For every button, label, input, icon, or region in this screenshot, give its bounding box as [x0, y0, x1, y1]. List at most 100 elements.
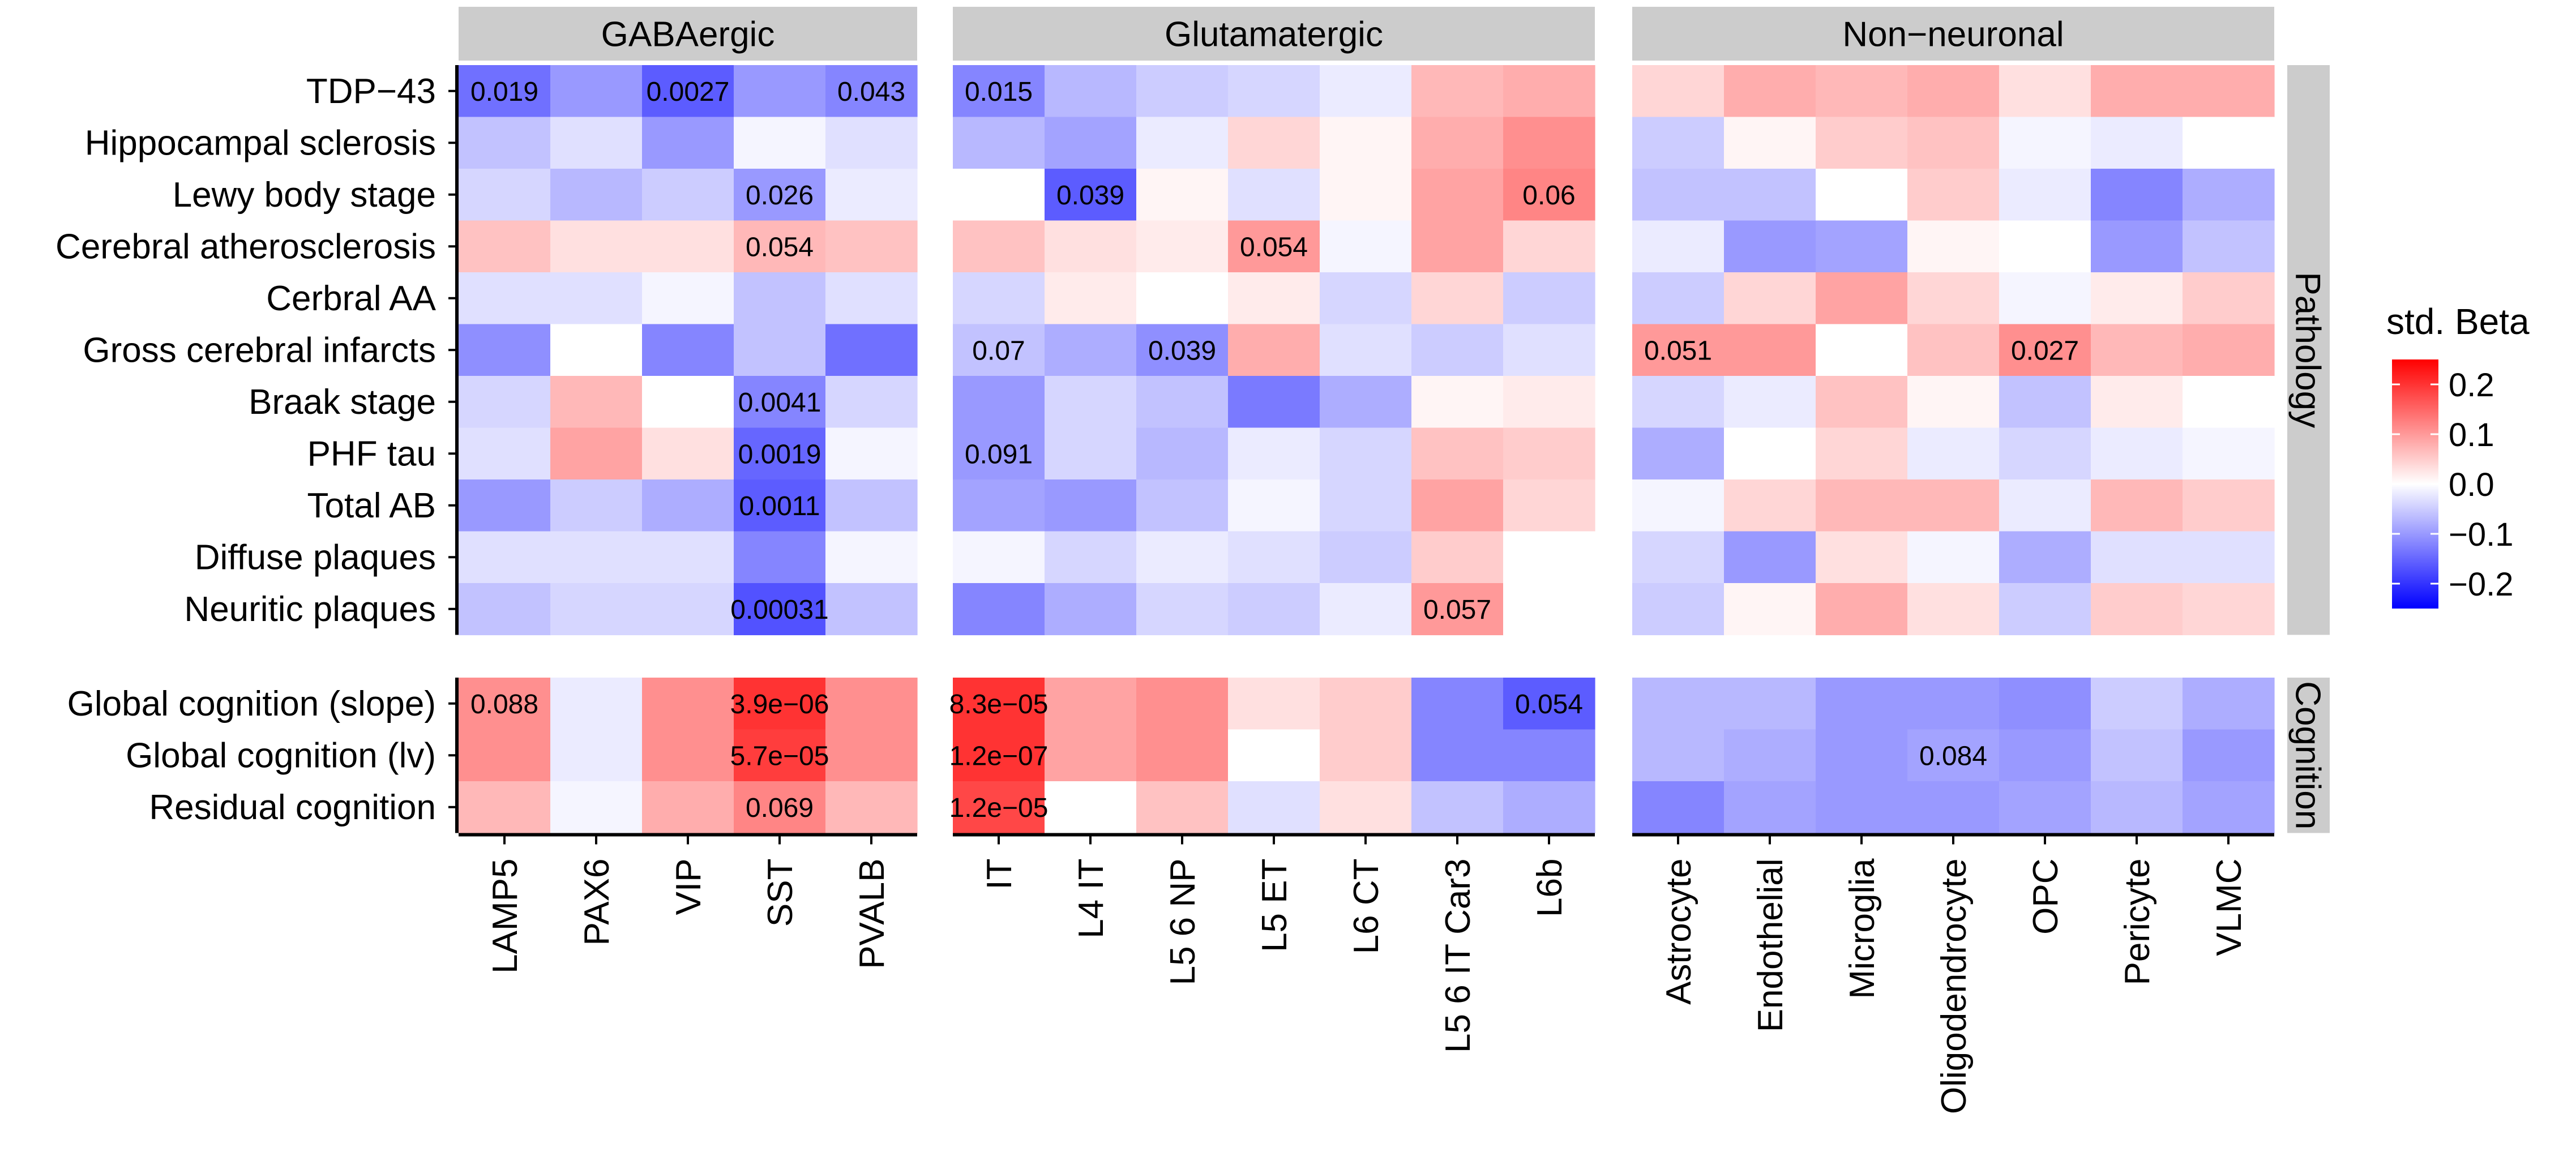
cell-global-cognition-lv-pericyte: [2091, 729, 2183, 782]
cell-braak-stage-astrocyte: [1632, 376, 1725, 429]
cell-tdp-43-astrocyte: [1632, 65, 1725, 118]
cell-total-ab-vip: [642, 479, 734, 532]
cell-cerebral-atherosclerosis-vip: [642, 220, 734, 273]
cell-braak-stage-oligodendrocyte: [1907, 376, 2000, 429]
cell-global-cognition-slope-opc: [1999, 678, 2091, 730]
cell-global-cognition-slope-l6-ct: [1320, 678, 1412, 730]
column-label-pvalb: PVALB: [853, 859, 892, 969]
cell-global-cognition-slope-vip: [642, 678, 734, 730]
legend-tick-label: −0.1: [2449, 516, 2514, 553]
heatmap-cells: [459, 65, 2275, 834]
cell-diffuse-plaques-pericyte: [2091, 531, 2183, 584]
row-label-tdp-43: TDP−43: [306, 72, 436, 111]
legend-tick-label: 0.1: [2449, 417, 2494, 453]
annotation-phf-tau-sst: 0.0019: [738, 439, 821, 469]
cell-diffuse-plaques-l4-it: [1045, 531, 1137, 584]
column-label-vip: VIP: [669, 859, 708, 915]
annotation-tdp-43-pvalb: 0.043: [837, 77, 905, 107]
cell-hippocampal-sclerosis-l5-6-np: [1136, 117, 1229, 169]
cell-cerbral-aa-opc: [1999, 272, 2091, 325]
annotation-tdp-43-it: 0.015: [965, 77, 1033, 107]
cell-diffuse-plaques-endothelial: [1724, 531, 1816, 584]
cell-tdp-43-pericyte: [2091, 65, 2183, 118]
cell-neuritic-plaques-pax6: [550, 583, 643, 636]
column-label-it: IT: [980, 859, 1019, 890]
cell-tdp-43-vip: [642, 65, 734, 118]
cell-hippocampal-sclerosis-pericyte: [2091, 117, 2183, 169]
legend-tick-label: −0.2: [2449, 566, 2514, 603]
cell-lewy-body-stage-opc: [1999, 169, 2091, 221]
cell-diffuse-plaques-l5-6-it-car3: [1411, 531, 1504, 584]
cell-global-cognition-slope-vlmc: [2183, 678, 2275, 730]
cell-neuritic-plaques-pvalb: [825, 583, 918, 636]
cell-tdp-43-microglia: [1816, 65, 1908, 118]
cell-phf-tau-microglia: [1816, 427, 1908, 480]
cell-cerbral-aa-l5-et: [1228, 272, 1320, 325]
cell-diffuse-plaques-vlmc: [2183, 531, 2275, 584]
annotation-global-cognition-lv-oligodendrocyte: 0.084: [1919, 741, 1987, 771]
cell-diffuse-plaques-it: [953, 531, 1045, 584]
cell-total-ab-pax6: [550, 479, 643, 532]
column-label-sst: SST: [761, 859, 800, 927]
row-label-neuritic-plaques: Neuritic plaques: [184, 590, 436, 629]
annotation-global-cognition-lv-it: 1.2e−07: [949, 741, 1049, 771]
cell-total-ab-it: [953, 479, 1045, 532]
cell-total-ab-l5-6-it-car3: [1411, 479, 1504, 532]
cell-total-ab-pericyte: [2091, 479, 2183, 532]
cell-neuritic-plaques-astrocyte: [1632, 583, 1725, 636]
cell-cerebral-atherosclerosis-it: [953, 220, 1045, 273]
cell-global-cognition-slope-oligodendrocyte: [1907, 678, 2000, 730]
annotation-global-cognition-slope-sst: 3.9e−06: [730, 690, 829, 720]
cell-global-cognition-slope-astrocyte: [1632, 678, 1725, 730]
cell-gross-cerebral-infarcts-l5-et: [1228, 324, 1320, 376]
cell-global-cognition-lv-opc: [1999, 729, 2091, 782]
column-label-pax6: PAX6: [577, 859, 617, 946]
cell-braak-stage-l5-6-it-car3: [1411, 376, 1504, 429]
strip-label-non-neuronal: Non−neuronal: [1842, 15, 2064, 54]
cell-gross-cerebral-infarcts-sst: [734, 324, 826, 376]
cell-global-cognition-slope-pax6: [550, 678, 643, 730]
cell-phf-tau-l5-6-it-car3: [1411, 427, 1504, 480]
cell-phf-tau-astrocyte: [1632, 427, 1725, 480]
cell-lewy-body-stage-l6-ct: [1320, 169, 1412, 221]
cell-global-cognition-lv-pvalb: [825, 729, 918, 782]
row-label-diffuse-plaques: Diffuse plaques: [195, 538, 436, 577]
cell-cerbral-aa-endothelial: [1724, 272, 1816, 325]
cell-phf-tau-it: [953, 427, 1045, 480]
cell-tdp-43-l5-et: [1228, 65, 1320, 118]
cell-cerebral-atherosclerosis-l5-6-it-car3: [1411, 220, 1504, 273]
cell-global-cognition-lv-l6-ct: [1320, 729, 1412, 782]
cell-lewy-body-stage-l6b: [1503, 169, 1595, 221]
cell-phf-tau-l5-6-np: [1136, 427, 1229, 480]
cell-neuritic-plaques-it: [953, 583, 1045, 636]
annotation-residual-cognition-it: 1.2e−05: [949, 793, 1049, 823]
cell-hippocampal-sclerosis-astrocyte: [1632, 117, 1725, 169]
cell-tdp-43-pax6: [550, 65, 643, 118]
row-label-gross-cerebral-infarcts: Gross cerebral infarcts: [83, 331, 436, 370]
cell-phf-tau-oligodendrocyte: [1907, 427, 2000, 480]
legend-title: std. Beta: [2386, 301, 2530, 342]
cell-cerebral-atherosclerosis-opc: [1999, 220, 2091, 273]
cell-neuritic-plaques-lamp5: [459, 583, 551, 636]
cell-neuritic-plaques-l6-ct: [1320, 583, 1412, 636]
row-label-residual-cognition: Residual cognition: [149, 788, 436, 827]
cell-cerebral-atherosclerosis-l4-it: [1045, 220, 1137, 273]
cell-total-ab-lamp5: [459, 479, 551, 532]
cell-hippocampal-sclerosis-lamp5: [459, 117, 551, 169]
cell-braak-stage-sst: [734, 376, 826, 429]
column-label-pericyte: Pericyte: [2118, 859, 2157, 986]
annotation-braak-stage-sst: 0.0041: [738, 388, 821, 418]
cell-phf-tau-pvalb: [825, 427, 918, 480]
cell-braak-stage-opc: [1999, 376, 2091, 429]
annotation-lewy-body-stage-l4-it: 0.039: [1056, 181, 1124, 211]
cell-global-cognition-slope-l5-6-it-car3: [1411, 678, 1504, 730]
cell-lewy-body-stage-l5-et: [1228, 169, 1320, 221]
cell-global-cognition-lv-pax6: [550, 729, 643, 782]
cell-cerbral-aa-l6b: [1503, 272, 1595, 325]
cell-cerbral-aa-oligodendrocyte: [1907, 272, 2000, 325]
annotation-cerebral-atherosclerosis-sst: 0.054: [746, 232, 814, 262]
cell-cerebral-atherosclerosis-endothelial: [1724, 220, 1816, 273]
cell-diffuse-plaques-sst: [734, 531, 826, 584]
cell-residual-cognition-vlmc: [2183, 781, 2275, 834]
cell-gross-cerebral-infarcts-oligodendrocyte: [1907, 324, 2000, 376]
